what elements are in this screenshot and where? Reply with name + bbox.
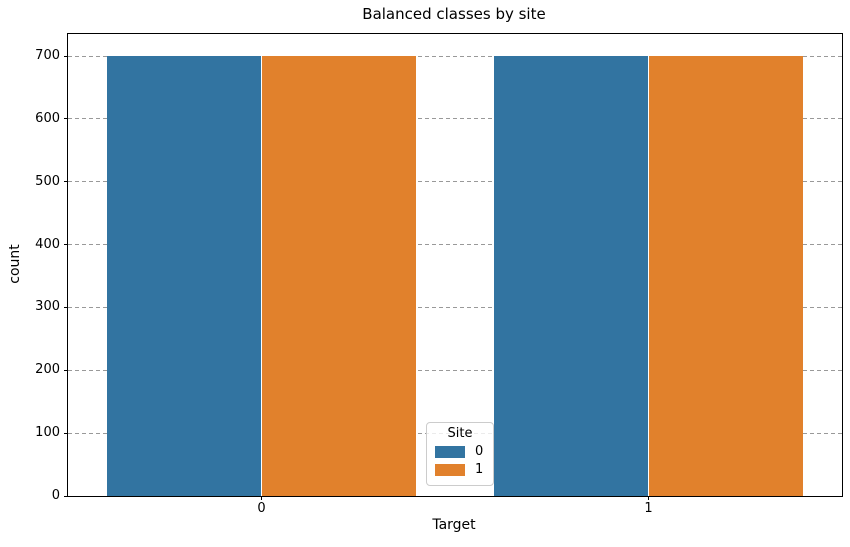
y-tick-label: 600	[35, 110, 60, 126]
legend-swatch-icon	[435, 445, 465, 458]
y-tick-mark	[64, 369, 68, 371]
gridline	[68, 118, 842, 120]
y-tick-mark	[64, 118, 68, 120]
y-tick-mark	[64, 181, 68, 183]
bar-site-1-target-1	[648, 56, 804, 496]
bar-site-0-target-0	[106, 56, 262, 496]
gridline	[68, 244, 842, 246]
y-tick-mark	[64, 306, 68, 308]
chart-title: Balanced classes by site	[362, 5, 546, 23]
x-tick-label: 0	[257, 501, 266, 516]
x-axis-label: Target	[432, 517, 476, 533]
legend-label: 1	[475, 462, 484, 477]
legend-title: Site	[447, 426, 473, 441]
y-tick-label: 100	[35, 425, 60, 441]
gridline	[68, 55, 842, 57]
x-tick-mark	[261, 496, 262, 500]
y-tick-label: 200	[35, 362, 60, 378]
bar-site-1-target-0	[261, 56, 417, 496]
gridline	[68, 181, 842, 183]
y-tick-label: 400	[35, 236, 60, 252]
y-tick-label: 700	[35, 48, 60, 63]
y-tick-mark	[64, 244, 68, 246]
gridline	[68, 369, 842, 371]
y-tick-mark	[64, 432, 68, 434]
bar-site-0-target-1	[493, 56, 649, 496]
y-tick-label: 500	[35, 173, 60, 189]
x-tick-label: 1	[644, 501, 653, 516]
y-tick-label: 0	[51, 488, 60, 503]
legend-swatch-icon	[435, 463, 465, 476]
y-tick-mark	[64, 55, 68, 57]
y-tick-mark	[64, 495, 68, 497]
y-tick-label: 300	[35, 299, 60, 315]
legend-label: 0	[475, 444, 484, 459]
x-tick-mark	[648, 496, 649, 500]
legend-entry: 0	[435, 444, 485, 459]
gridline	[68, 306, 842, 308]
legend-entry: 1	[435, 462, 485, 477]
